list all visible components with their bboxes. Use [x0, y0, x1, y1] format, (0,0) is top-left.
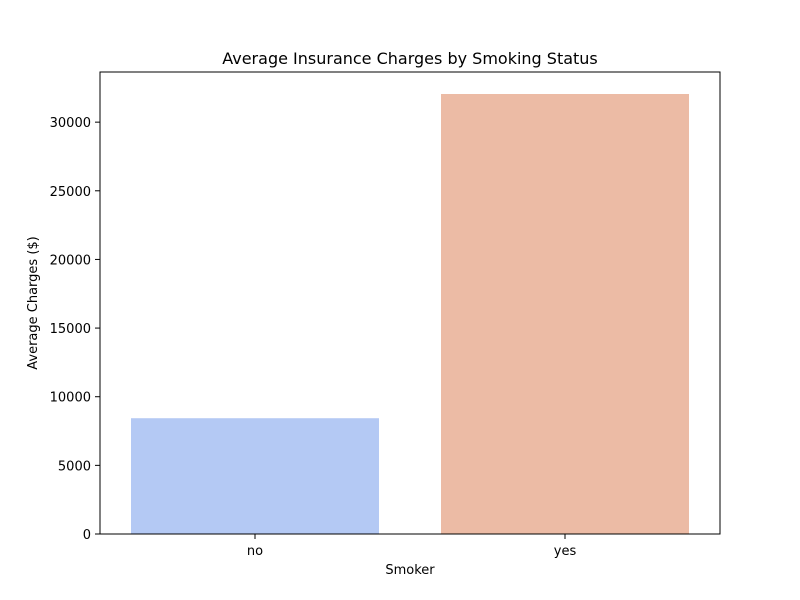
x-tick-label: yes: [554, 544, 577, 559]
y-tick-label: 5000: [58, 459, 91, 474]
y-tick-label: 0: [83, 528, 91, 543]
plot-area-frame: [99, 71, 721, 535]
y-tick-label: 20000: [50, 253, 91, 268]
bar-no: [131, 418, 379, 534]
x-axis-label: Smoker: [385, 563, 435, 578]
bar-yes: [441, 94, 689, 535]
x-axis-ticks: no yes: [247, 534, 577, 559]
bars-group: [131, 94, 689, 535]
y-tick-label: 10000: [50, 391, 91, 406]
y-axis-ticks: 0 5000 10000 15000 20000 25000 30000: [50, 116, 100, 543]
y-tick-label: 30000: [50, 116, 91, 131]
x-tick-label: no: [247, 544, 263, 559]
chart-title: Average Insurance Charges by Smoking Sta…: [222, 49, 598, 68]
y-axis-label: Average Charges ($): [26, 236, 41, 370]
y-tick-label: 25000: [50, 185, 91, 200]
y-tick-label: 15000: [50, 322, 91, 337]
